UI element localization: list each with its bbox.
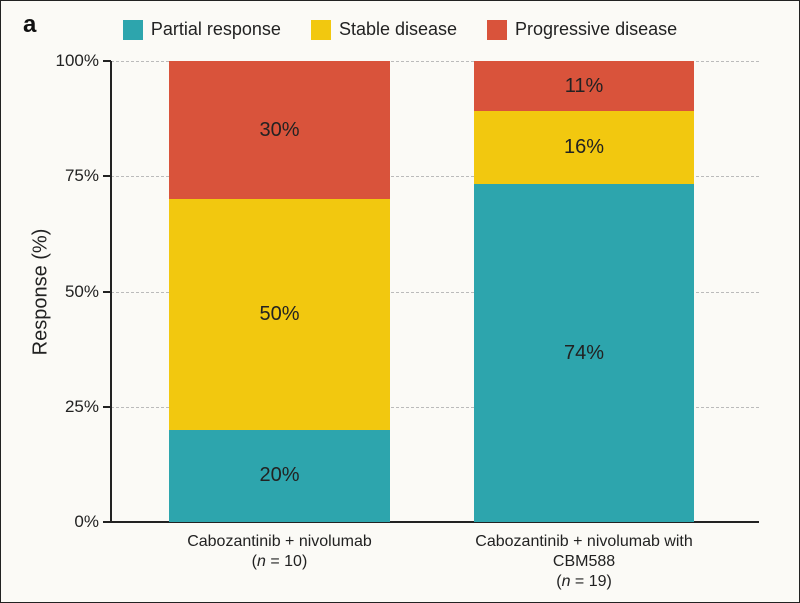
bar-segment-partial: 74%: [474, 184, 694, 522]
bar-segment-stable: 50%: [169, 199, 389, 430]
legend-label-stable: Stable disease: [339, 19, 457, 40]
legend-swatch-progressive: [487, 20, 507, 40]
bar-group-arm-a: 20%50%30%Cabozantinib + nivolumab(n = 10…: [169, 61, 389, 522]
y-tick-label: 75%: [65, 166, 99, 186]
bar-group-arm-b: 74%16%11%Cabozantinib + nivolumab with C…: [474, 61, 694, 522]
legend-label-partial: Partial response: [151, 19, 281, 40]
bars-layer: 20%50%30%Cabozantinib + nivolumab(n = 10…: [111, 61, 759, 522]
legend-swatch-partial: [123, 20, 143, 40]
legend-item-partial: Partial response: [123, 19, 281, 40]
x-tick-label-line1: Cabozantinib + nivolumab with CBM588: [454, 532, 714, 572]
y-tick-label: 50%: [65, 282, 99, 302]
legend-swatch-stable: [311, 20, 331, 40]
y-axis-title: Response (%): [30, 228, 53, 355]
figure-panel: a Partial responseStable diseaseProgress…: [0, 0, 800, 603]
bar-segment-partial: 20%: [169, 430, 389, 522]
plot-area: Response (%) 0%25%50%75%100% 20%50%30%Ca…: [111, 61, 759, 522]
y-tick-label: 100%: [56, 51, 99, 71]
stacked-bar: 74%16%11%: [474, 61, 694, 522]
x-tick-label-arm-b: Cabozantinib + nivolumab with CBM588(n =…: [454, 532, 714, 592]
legend-item-progressive: Progressive disease: [487, 19, 677, 40]
y-tick-label: 0%: [74, 512, 99, 532]
y-tick-label: 25%: [65, 397, 99, 417]
legend: Partial response Stable disease Progressiv…: [1, 19, 799, 40]
x-tick-label-arm-a: Cabozantinib + nivolumab(n = 10): [149, 532, 409, 572]
x-tick-label-n: (n = 19): [454, 572, 714, 592]
bar-segment-progressive: 11%: [474, 61, 694, 111]
legend-item-stable: Stable disease: [311, 19, 457, 40]
bar-segment-stable: 16%: [474, 111, 694, 184]
legend-label-progressive: Progressive disease: [515, 19, 677, 40]
stacked-bar: 20%50%30%: [169, 61, 389, 522]
bar-segment-progressive: 30%: [169, 61, 389, 199]
x-tick-label-n: (n = 10): [149, 552, 409, 572]
x-tick-label-line1: Cabozantinib + nivolumab: [149, 532, 409, 552]
